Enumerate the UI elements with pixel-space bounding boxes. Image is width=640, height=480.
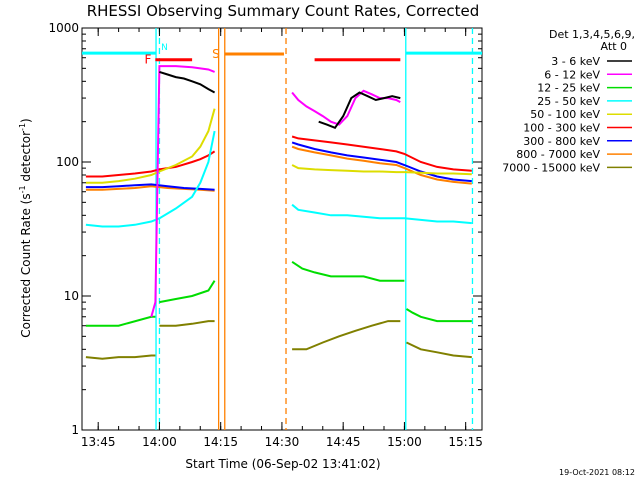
legend-entry-label: 3 - 6 keV <box>551 55 600 68</box>
series-line <box>159 70 216 94</box>
legend-header-detectors: Det 1,3,4,5,6,9, <box>549 28 635 41</box>
series-line <box>85 183 215 191</box>
saa-flag-label: S <box>212 47 220 61</box>
night-flag-label: N <box>161 43 168 53</box>
legend-entry-label: 7000 - 15000 keV <box>502 161 600 174</box>
y-axis-label: Corrected Count Rate (s-1 detector-1) <box>18 118 33 337</box>
x-tick-label: 15:15 <box>448 435 483 449</box>
legend-entry-label: 100 - 300 keV <box>523 122 600 135</box>
legend-entry-label: 6 - 12 keV <box>544 68 600 81</box>
series-line <box>85 130 216 228</box>
y-axis: 1 10 100 1000 <box>48 21 482 437</box>
series-line <box>291 260 405 282</box>
plot-frame <box>81 27 483 431</box>
y-tick-label: 1 <box>71 423 79 437</box>
x-axis: 13:45 14:00 14:15 14:30 14:45 15:00 15:15 <box>81 28 483 449</box>
date-stamp: 19-Oct-2021 08:12 <box>559 468 635 477</box>
series-line <box>291 145 472 185</box>
series-line <box>291 203 472 225</box>
x-tick-label: 14:15 <box>203 435 238 449</box>
chart-title: RHESSI Observing Summary Count Rates, Co… <box>87 2 480 20</box>
series-line <box>150 65 215 318</box>
legend-entry-label: 300 - 800 keV <box>523 135 600 148</box>
y-tick-label: 1000 <box>48 21 79 35</box>
series-line <box>405 308 472 323</box>
plot-area: F S N <box>81 27 483 431</box>
series-line <box>85 108 216 184</box>
legend-entry-label: 50 - 100 keV <box>530 108 600 121</box>
series-line <box>291 164 472 176</box>
series-line <box>85 315 156 327</box>
legend-header-attenuator: Att 0 <box>601 40 627 53</box>
series-line <box>292 320 401 351</box>
x-tick-label: 14:45 <box>326 435 361 449</box>
y-tick-label: 100 <box>56 155 79 169</box>
y-tick-label: 10 <box>64 289 79 303</box>
x-tick-label: 15:00 <box>387 435 422 449</box>
series-line <box>291 141 472 183</box>
legend-entry-label: 800 - 7000 keV <box>516 148 600 161</box>
flare-flag-label: F <box>144 53 151 67</box>
x-axis-label: Start Time (06-Sep-02 13:41:02) <box>185 457 380 471</box>
x-tick-label: 14:00 <box>142 435 177 449</box>
legend-entry-label: 12 - 25 keV <box>537 82 600 95</box>
series-line <box>318 91 401 130</box>
series-line <box>291 135 472 172</box>
x-tick-label: 14:30 <box>265 435 300 449</box>
series-line <box>159 280 216 304</box>
series-line <box>85 150 216 178</box>
legend-entry-label: 25 - 50 keV <box>537 95 600 108</box>
x-tick-label: 13:45 <box>81 435 116 449</box>
series-line <box>406 341 472 359</box>
series-line <box>85 354 156 360</box>
series-line <box>159 320 215 327</box>
